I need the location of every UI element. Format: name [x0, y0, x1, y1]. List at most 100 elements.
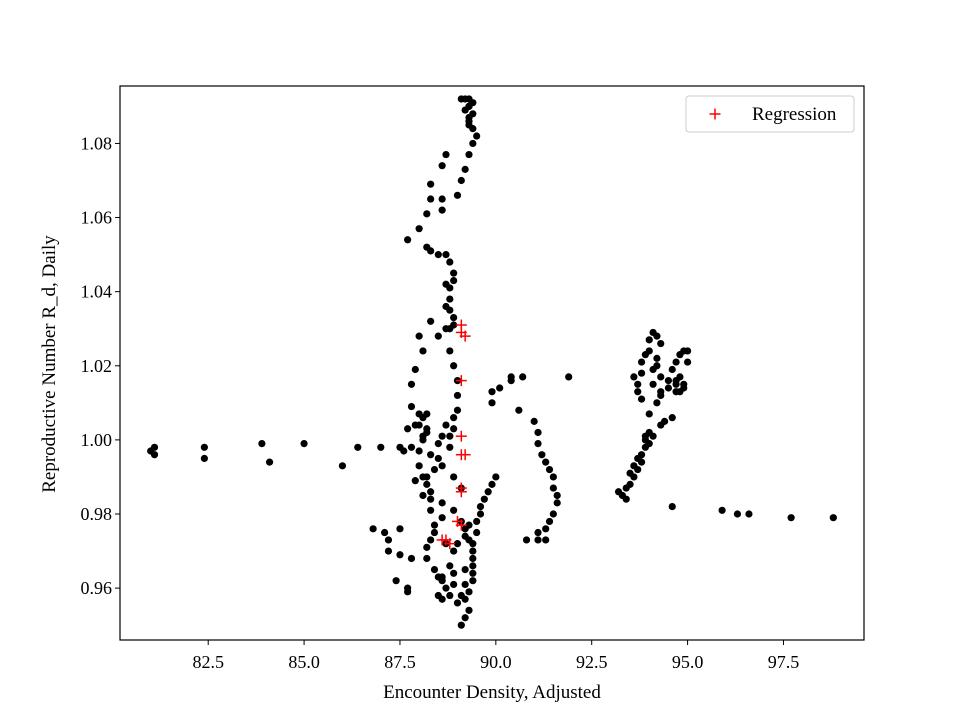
data-point — [461, 565, 469, 574]
regression-point — [455, 430, 467, 442]
data-point — [718, 506, 726, 514]
data-point — [488, 388, 496, 396]
data-point — [434, 251, 442, 259]
data-point — [457, 95, 465, 103]
data-point — [438, 595, 446, 603]
data-point — [549, 510, 557, 518]
data-point — [415, 447, 423, 455]
data-point — [423, 480, 431, 488]
data-point — [404, 236, 412, 244]
data-point — [450, 314, 458, 322]
data-point — [515, 406, 523, 414]
data-point — [430, 565, 439, 574]
data-point — [484, 488, 492, 496]
data-point — [634, 380, 642, 388]
data-point — [465, 117, 473, 125]
y-tick-label: 1.02 — [81, 356, 113, 376]
data-point — [438, 195, 446, 203]
data-point — [265, 458, 274, 466]
data-point — [423, 410, 431, 418]
data-point — [419, 347, 427, 355]
data-point — [668, 502, 676, 511]
data-point — [453, 599, 462, 607]
data-point — [657, 339, 665, 348]
data-point — [423, 425, 431, 433]
data-point — [461, 614, 469, 622]
data-point — [450, 580, 458, 589]
data-point — [664, 384, 673, 392]
data-point — [384, 536, 393, 544]
data-point — [453, 191, 462, 199]
data-point — [407, 554, 416, 563]
data-point — [258, 439, 266, 448]
data-point — [469, 562, 477, 570]
data-point — [672, 377, 680, 385]
plot-frame — [119, 85, 865, 641]
data-point — [565, 373, 573, 381]
data-point — [492, 473, 500, 481]
y-axis-ticks: 0.96 0.98 1.00 1.02 1.04 1.06 1.08 — [81, 133, 120, 598]
data-point — [745, 510, 753, 518]
data-point — [407, 443, 416, 451]
data-point — [423, 554, 431, 563]
data-point — [683, 347, 692, 355]
data-point — [630, 373, 638, 381]
data-point — [150, 451, 159, 459]
data-point — [453, 391, 462, 400]
data-point — [637, 358, 646, 366]
data-point — [434, 454, 442, 463]
x-tick-label: 87.5 — [384, 652, 416, 672]
x-axis-label: Encounter Density, Adjusted — [383, 682, 601, 703]
data-point — [411, 365, 419, 374]
data-point — [415, 225, 423, 233]
data-point — [419, 432, 427, 440]
data-point — [542, 536, 550, 544]
y-tick-label: 0.96 — [81, 578, 113, 598]
y-tick-label: 1.00 — [81, 430, 113, 450]
data-point — [534, 536, 542, 544]
data-point — [438, 462, 446, 470]
x-tick-label: 90.0 — [480, 652, 512, 672]
data-point — [461, 595, 469, 603]
data-point — [446, 443, 454, 451]
data-point — [442, 421, 450, 429]
data-point — [637, 451, 646, 459]
data-point — [400, 447, 408, 455]
data-point — [438, 162, 446, 170]
data-point — [530, 417, 538, 425]
data-point — [787, 514, 795, 522]
legend: Regression — [685, 95, 855, 133]
data-point — [427, 451, 435, 459]
data-point — [419, 473, 427, 481]
data-point — [469, 554, 477, 563]
data-point — [649, 380, 657, 388]
data-point — [545, 517, 554, 526]
data-point — [438, 573, 446, 581]
data-point — [645, 336, 653, 344]
data-point — [200, 454, 208, 463]
data-point — [427, 536, 435, 544]
data-point — [622, 495, 630, 503]
data-point — [469, 110, 477, 118]
data-point — [469, 569, 477, 577]
data-point — [430, 521, 439, 529]
data-point — [377, 443, 385, 451]
data-point — [653, 399, 661, 407]
data-point — [446, 347, 454, 355]
data-point — [626, 480, 634, 488]
data-point — [664, 377, 673, 385]
data-point — [637, 458, 646, 466]
data-point — [545, 465, 554, 474]
data-point — [473, 528, 481, 537]
legend-marker-regression — [709, 108, 721, 120]
data-point — [653, 332, 661, 340]
x-tick-label: 85.0 — [288, 652, 320, 672]
data-point — [438, 432, 446, 440]
data-point — [534, 428, 542, 437]
data-point — [461, 580, 469, 589]
data-point — [641, 351, 650, 359]
data-point — [450, 362, 458, 370]
data-point — [419, 491, 427, 500]
data-point — [634, 465, 642, 474]
data-point — [446, 591, 454, 600]
